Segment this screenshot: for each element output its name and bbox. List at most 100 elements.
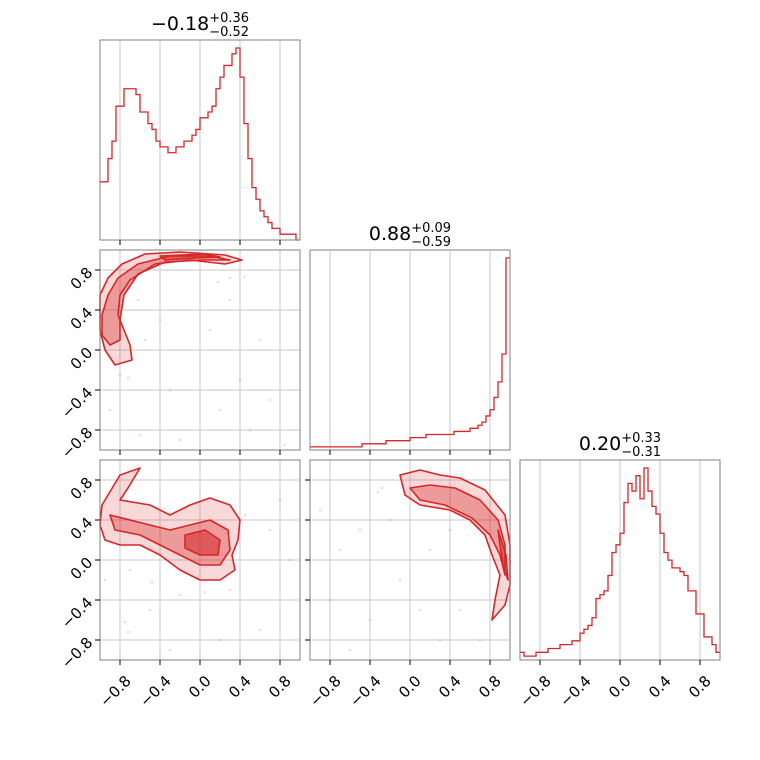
histogram-r1c1 (310, 257, 510, 448)
xtick-label-r2c1-4: 0.8 (475, 672, 505, 702)
sample-point-r2c1-12 (478, 638, 482, 642)
sample-point-r2c1-10 (318, 508, 322, 512)
sample-point-r2c1-8 (458, 608, 462, 612)
sample-point-r2c0-15 (148, 608, 152, 612)
ytick-label-r2c0-1: −0.4 (58, 594, 96, 632)
title-upper-error: +0.33 (621, 431, 661, 446)
sample-point-r1c0-8 (218, 408, 222, 412)
histogram-r0c0 (100, 47, 300, 241)
histogram-r2c2 (520, 467, 720, 657)
sample-point-r2c0-13 (218, 638, 222, 642)
sample-point-r2c1-0 (380, 486, 384, 490)
sample-point-r1c0-16 (108, 408, 112, 412)
sample-point-r2c0-12 (168, 648, 172, 652)
sample-point-r2c0-11 (258, 628, 262, 632)
xtick-label-r2c0-1: −0.4 (136, 672, 174, 710)
ytick-label-r1c0-1: −0.4 (58, 384, 96, 422)
title-lower-error-r1c1: −0.59 (411, 235, 451, 250)
sample-point-r2c0-7 (228, 588, 232, 592)
sample-point-r2c1-9 (438, 638, 442, 642)
title-median: 0.20 (579, 433, 621, 455)
xtick-label-r2c2-1: −0.4 (556, 672, 594, 710)
sample-point-r1c0-0 (136, 298, 140, 302)
title-median: 0.88 (369, 223, 411, 245)
xtick-label-r2c1-3: 0.4 (435, 672, 465, 702)
contour-level-r2c1-2 (497, 529, 509, 581)
sample-point-r2c1-6 (398, 578, 402, 582)
sample-point-r1c0-15 (283, 443, 287, 447)
xtick-label-r2c2-4: 0.8 (685, 672, 715, 702)
sample-point-r2c1-11 (348, 648, 352, 652)
sample-point-r1c0-13 (178, 438, 182, 442)
sample-point-r2c1-15 (448, 528, 452, 532)
panel-title-r1c1: 0.88+0.09 (369, 221, 451, 245)
contour-level-r1c0-1 (101, 255, 231, 346)
sample-point-r2c0-2 (103, 578, 107, 582)
sample-point-r1c0-12 (208, 328, 212, 332)
xtick-label-r2c1-1: −0.4 (346, 672, 384, 710)
sample-point-r2c1-5 (368, 618, 372, 622)
sample-point-r1c0-4 (118, 373, 122, 377)
panel-title-r2c2: 0.20+0.33 (579, 431, 661, 455)
sample-point-r1c0-14 (238, 378, 242, 382)
xtick-label-r2c1-0: −0.8 (306, 672, 344, 710)
sample-point-r2c0-9 (268, 528, 272, 532)
sample-point-r1c0-3 (243, 275, 247, 279)
sample-point-r1c0-19 (258, 338, 262, 342)
ytick-label-r1c0-4: 0.8 (67, 264, 97, 294)
ytick-label-r1c0-3: 0.4 (67, 304, 97, 334)
sample-point-r2c0-1 (126, 630, 130, 634)
ytick-label-r2c0-4: 0.8 (67, 474, 97, 504)
contour-level-r2c0-2 (184, 529, 221, 556)
title-lower-error-r2c2: −0.31 (621, 445, 661, 460)
contour-level-r1c0-0 (99, 251, 243, 366)
xtick-label-r2c2-2: 0.0 (605, 672, 635, 702)
ytick-label-r2c0-0: −0.8 (58, 634, 96, 672)
xtick-label-r2c1-2: 0.0 (395, 672, 425, 702)
panel-title-r0c0: −0.18+0.36 (151, 11, 249, 35)
ytick-label-r2c0-3: 0.4 (67, 514, 97, 544)
ytick-label-r1c0-0: −0.8 (58, 424, 96, 462)
sample-point-r2c1-7 (428, 548, 432, 552)
sample-point-r2c1-13 (418, 608, 422, 612)
sample-point-r1c0-17 (228, 298, 232, 302)
title-upper-error: +0.09 (411, 221, 451, 236)
sample-point-r2c0-0 (123, 620, 127, 624)
sample-point-r1c0-11 (268, 398, 272, 402)
sample-point-r2c1-14 (388, 518, 392, 522)
sample-point-r2c0-3 (128, 568, 132, 572)
sample-point-r1c0-7 (168, 388, 172, 392)
ytick-label-r2c0-2: 0.0 (67, 554, 97, 584)
sample-point-r2c0-8 (243, 513, 247, 517)
sample-point-r2c0-14 (278, 498, 282, 502)
xtick-label-r2c0-2: 0.0 (185, 672, 215, 702)
contour-level-r2c1-0 (399, 469, 511, 621)
sample-point-r2c0-6 (203, 590, 207, 594)
sample-point-r2c0-4 (150, 580, 154, 584)
xtick-label-r2c2-0: −0.8 (516, 672, 554, 710)
ytick-label-r1c0-2: 0.0 (67, 344, 97, 374)
sample-point-r1c0-2 (228, 276, 232, 280)
sample-point-r2c1-1 (376, 490, 380, 494)
title-upper-error: +0.36 (209, 11, 249, 26)
sample-point-r1c0-18 (158, 318, 162, 322)
xtick-label-r2c2-3: 0.4 (645, 672, 675, 702)
sample-point-r1c0-10 (138, 433, 142, 437)
sample-point-r2c0-10 (288, 558, 292, 562)
sample-point-r1c0-5 (126, 376, 130, 380)
sample-point-r2c0-5 (178, 593, 182, 597)
xtick-label-r2c0-3: 0.4 (225, 672, 255, 702)
sample-point-r2c1-2 (358, 528, 362, 532)
contour-level-r1c0-2 (159, 253, 221, 261)
sample-point-r1c0-1 (216, 280, 220, 284)
xtick-label-r2c0-4: 0.8 (265, 672, 295, 702)
title-median: −0.18 (151, 13, 209, 35)
contour-level-r2c1-1 (409, 484, 506, 576)
sample-point-r2c1-4 (328, 598, 332, 602)
sample-point-r1c0-9 (248, 428, 252, 432)
sample-point-r1c0-6 (143, 338, 147, 342)
title-lower-error-r0c0: −0.52 (209, 25, 249, 40)
xtick-label-r2c0-0: −0.8 (96, 672, 134, 710)
sample-point-r2c1-3 (338, 548, 342, 552)
